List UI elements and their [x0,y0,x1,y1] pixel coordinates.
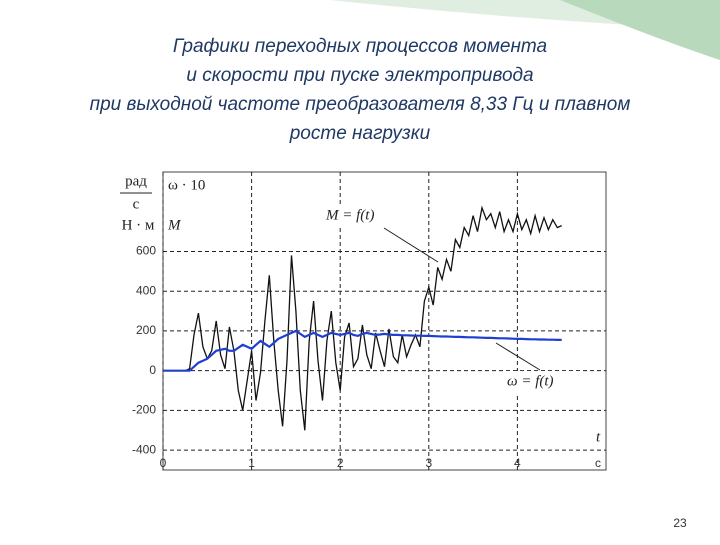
series-line [163,329,562,372]
x-tick-label: 0 [160,456,167,470]
series-line [163,205,562,431]
page-number: 23 [673,516,687,530]
leader [383,227,439,263]
title-line: и скорости при пуске электропривода [186,65,533,86]
y-unit: Н · м [122,217,155,233]
x-tick-label: 4 [514,456,521,470]
leader [495,342,541,371]
series-symbol: ω · 10 [168,177,205,193]
x-label: t [596,429,601,445]
series-annotation: ω = f(t) [507,373,554,389]
title-line: при выходной частоте преобразователя 8,3… [90,94,631,115]
label-bg [503,371,583,393]
y-tick-label: -400 [132,442,156,456]
y-tick-label: 200 [136,323,156,337]
series-symbol: M [167,217,182,233]
title-line: росте нагрузки [289,123,431,144]
title-line: Графики переходных процессов момента [173,36,547,57]
x-tick-label: 1 [248,456,255,470]
label-bg [322,205,402,227]
x-tick-label: 2 [337,456,344,470]
x-tick-label: 3 [425,456,432,470]
y-unit: с [133,196,140,212]
y-tick-label: 0 [149,363,156,377]
y-tick-label: 600 [136,244,156,258]
series-annotation: M = f(t) [325,207,374,223]
decor [560,0,720,60]
y-unit: рад [125,173,147,189]
y-tick-label: -200 [132,403,156,417]
x-unit: с [595,456,601,470]
y-tick-label: 400 [136,283,156,297]
